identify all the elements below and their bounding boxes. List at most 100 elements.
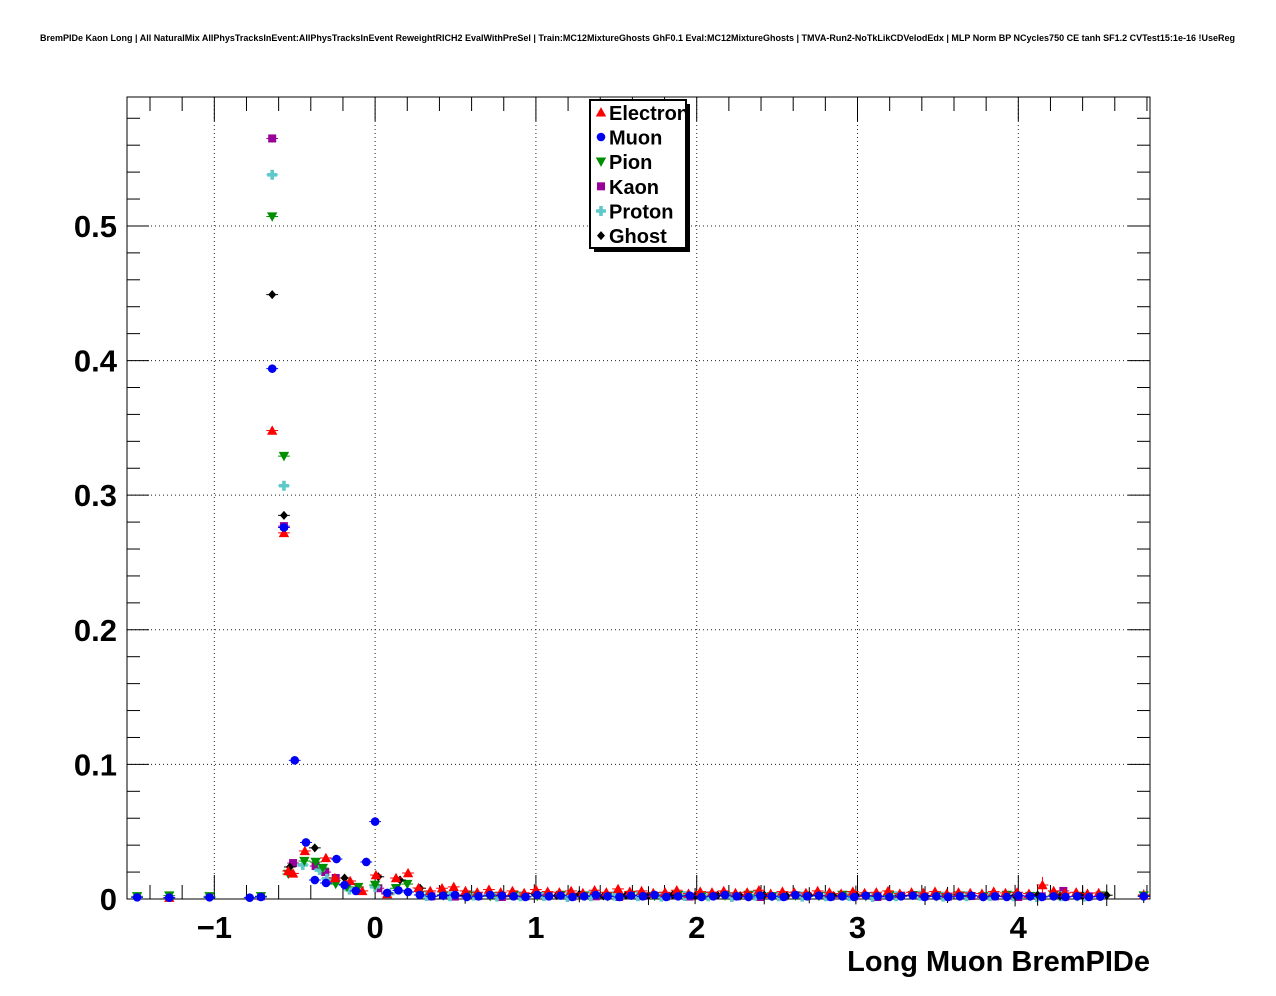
legend-item-kaon: Kaon xyxy=(597,177,659,199)
data-point-marker xyxy=(320,852,332,863)
square-icon xyxy=(597,182,605,191)
data-point-marker xyxy=(402,879,413,890)
legend-item-electron: Electron xyxy=(595,103,689,125)
data-point-marker xyxy=(351,886,361,896)
data-point-marker xyxy=(1102,890,1111,900)
series-ghost xyxy=(266,290,1150,907)
legend-item-label: Ghost xyxy=(609,226,667,248)
legend-box xyxy=(589,99,687,249)
tick-labels: −1 0 1 2 3 4 0 0.1 0.2 0.3 0.4 0.5 xyxy=(74,209,1028,945)
data-point-marker xyxy=(279,523,289,532)
data-point-marker xyxy=(755,891,765,900)
data-point-marker xyxy=(579,892,589,901)
data-point-marker xyxy=(967,891,976,900)
data-point-marker xyxy=(413,882,424,893)
data-point-marker xyxy=(474,892,483,901)
data-point-marker xyxy=(329,872,341,883)
data-point-marker xyxy=(671,885,682,895)
data-point-marker xyxy=(330,879,341,890)
canvas-title: BremPIDe Kaon Long | All NaturalMix AllP… xyxy=(40,33,1235,43)
data-point-marker xyxy=(990,892,1000,901)
data-point-marker xyxy=(427,892,436,901)
data-point-marker xyxy=(1014,891,1023,900)
y-tick-label: 0.2 xyxy=(74,613,117,648)
data-point-marker xyxy=(268,134,277,143)
data-point-marker xyxy=(685,891,695,900)
data-point-marker xyxy=(615,892,624,902)
data-point-marker xyxy=(267,364,277,373)
legend-item-ghost: Ghost xyxy=(597,226,667,248)
data-point-marker xyxy=(638,892,648,901)
data-point-marker xyxy=(1061,892,1070,902)
data-point-marker xyxy=(591,890,601,900)
y-tick-label: 0 xyxy=(100,882,117,917)
data-point-marker xyxy=(267,425,278,435)
data-point-marker xyxy=(485,890,495,900)
legend-item-proton: Proton xyxy=(596,202,673,224)
data-point-marker xyxy=(612,883,624,894)
data-point-marker xyxy=(673,892,683,901)
plus-icon xyxy=(596,206,606,216)
data-point-marker xyxy=(390,872,402,883)
legend-item-muon: Muon xyxy=(596,128,662,150)
x-tick-label: 0 xyxy=(366,910,383,945)
data-point-marker xyxy=(1037,892,1047,902)
data-point-marker xyxy=(873,892,882,901)
series-proton xyxy=(266,169,1090,902)
y-tick-label: 0.1 xyxy=(74,747,117,782)
data-point-marker xyxy=(450,890,460,900)
data-point-marker xyxy=(802,892,812,901)
legend-item-pion: Pion xyxy=(595,152,652,174)
data-point-marker xyxy=(382,888,392,898)
legend-item-label: Proton xyxy=(609,202,673,224)
data-point-marker xyxy=(205,893,214,902)
data-point-marker xyxy=(1084,892,1094,902)
data-point-marker xyxy=(289,859,298,868)
data-point-marker xyxy=(310,875,320,885)
data-point-marker xyxy=(267,169,278,180)
data-point-marker xyxy=(697,892,706,902)
circle-icon xyxy=(596,132,606,142)
data-point-marker xyxy=(1072,892,1082,901)
data-point-marker xyxy=(882,885,894,896)
data-point-marker xyxy=(521,892,530,902)
y-tick-label: 0.5 xyxy=(74,209,117,244)
data-point-marker xyxy=(132,893,142,902)
data-point-marker xyxy=(415,890,425,900)
data-point-marker xyxy=(299,856,310,867)
data-point-marker xyxy=(340,873,349,883)
data-point-marker xyxy=(267,212,278,222)
data-point-marker xyxy=(931,892,941,901)
x-axis-title: Long Muon BremPIDe xyxy=(847,946,1150,978)
data-point-marker xyxy=(321,868,330,877)
data-point-marker xyxy=(544,892,554,901)
data-point-marker xyxy=(370,817,380,826)
data-point-marker xyxy=(448,881,459,892)
data-point-marker xyxy=(317,863,329,874)
legend-item-label: Muon xyxy=(609,128,662,150)
data-point-marker xyxy=(849,892,859,902)
series-muon xyxy=(131,364,1150,902)
data-point-marker xyxy=(462,892,472,902)
data-point-marker xyxy=(278,451,290,462)
data-point-marker xyxy=(278,527,290,538)
data-point-marker xyxy=(885,892,894,902)
y-tick-label: 0.3 xyxy=(74,478,117,513)
data-point-marker xyxy=(662,892,671,902)
data-point-marker xyxy=(369,880,381,891)
legend-item-label: Kaon xyxy=(609,177,659,199)
data-point-marker xyxy=(509,892,519,901)
data-point-marker xyxy=(361,857,371,867)
data-point-marker xyxy=(603,892,612,901)
data-point-marker xyxy=(310,857,321,868)
data-point-marker xyxy=(1096,892,1105,901)
data-point-marker xyxy=(1037,879,1048,890)
data-point-marker xyxy=(779,892,789,902)
data-point-marker xyxy=(287,868,299,878)
x-tick-label: −1 xyxy=(197,910,232,945)
data-point-marker xyxy=(896,892,906,901)
data-point-marker xyxy=(403,887,413,897)
data-point-marker xyxy=(310,843,319,853)
